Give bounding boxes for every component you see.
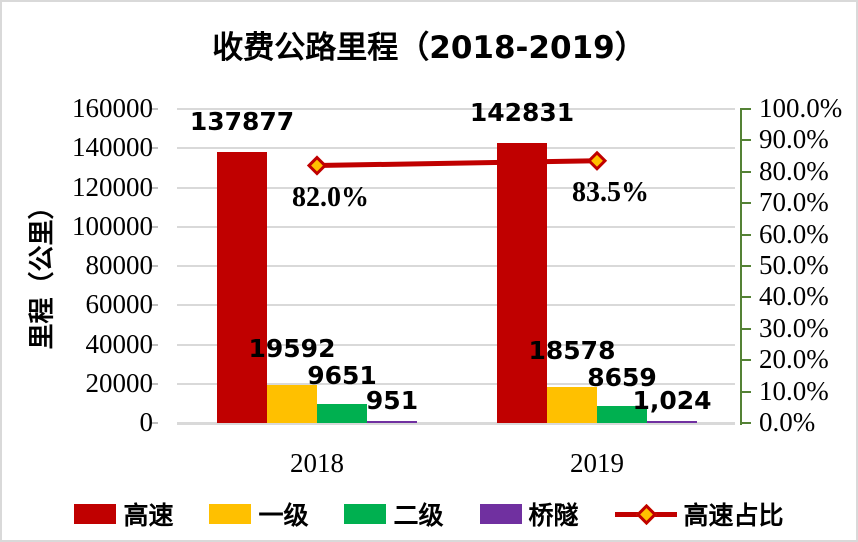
line-segment	[316, 158, 598, 169]
right-axis-tick	[740, 170, 751, 173]
gridline	[177, 304, 735, 307]
right-axis-tick	[740, 108, 751, 110]
legend-label: 高速	[123, 501, 174, 530]
bar-高速-2019	[497, 142, 547, 423]
bar-桥隧-2018	[367, 421, 417, 423]
gridline	[177, 147, 735, 150]
left-axis-tick	[151, 304, 158, 307]
left-axis-tick-label: 40000	[85, 328, 154, 359]
bar-label-一级-2019: 18578	[528, 335, 616, 365]
right-axis-tick-label: 40.0%	[759, 281, 829, 312]
left-axis-tick-label: 140000	[72, 132, 153, 163]
left-axis-tick	[151, 147, 158, 150]
left-axis-tick	[151, 343, 158, 346]
left-axis-tick-label: 20000	[85, 367, 154, 398]
chart-title: 收费公路里程（2018-2019）	[212, 30, 646, 66]
line-label-2019: 83.5%	[572, 176, 649, 208]
right-axis-tick	[740, 265, 751, 267]
line-marker-2018	[306, 155, 328, 176]
legend-swatch-二级	[344, 504, 387, 524]
legend-swatch-高速	[74, 504, 117, 524]
bar-label-桥隧-2019: 1,024	[632, 385, 712, 415]
gridline	[177, 343, 735, 346]
legend-line-marker-icon	[614, 503, 677, 526]
legend-item-高速: 高速	[74, 496, 173, 532]
legend-label: 一级	[258, 501, 309, 530]
gridline	[177, 225, 735, 228]
left-axis-tick-label: 120000	[72, 171, 153, 202]
right-axis-tick	[740, 390, 751, 393]
right-axis-tick	[740, 296, 751, 299]
bar-label-二级-2019: 8659	[587, 363, 657, 392]
right-axis-tick-label: 80.0%	[759, 155, 829, 186]
left-axis-tick	[151, 265, 158, 267]
legend: 高速 一级 二级 桥隧 高速占比	[2, 496, 856, 532]
bar-桥隧-2019	[647, 420, 697, 423]
right-axis-tick-label: 70.0%	[759, 187, 829, 218]
bar-label-高速-2018: 137877	[189, 107, 295, 137]
bar-一级-2019	[547, 386, 597, 423]
left-axis-tick	[151, 225, 158, 228]
gridline	[177, 186, 735, 189]
legend-label: 高速占比	[683, 501, 784, 530]
left-axis-tick-label: 100000	[72, 210, 153, 241]
legend-diamond-icon	[635, 503, 657, 526]
right-axis-line	[740, 109, 742, 425]
right-axis-tick-label: 60.0%	[759, 218, 829, 249]
gridline	[177, 382, 735, 385]
left-axis-tick-label: 160000	[72, 93, 153, 123]
right-axis-tick	[740, 422, 751, 424]
left-axis-tick-label: 80000	[85, 250, 154, 280]
category-label-2018: 2018	[290, 448, 344, 478]
bar-高速-2018	[217, 152, 267, 423]
right-axis-tick-label: 10.0%	[759, 375, 829, 406]
left-axis-tick	[151, 108, 158, 110]
right-axis-tick-label: 30.0%	[759, 312, 829, 343]
bar-label-高速-2019: 142831	[469, 97, 575, 127]
right-axis-tick	[740, 327, 751, 330]
left-axis-tick-label: 60000	[85, 289, 154, 320]
legend-label: 二级	[393, 501, 444, 530]
right-axis-tick-label: 0.0%	[759, 407, 816, 437]
line-marker-2019	[586, 150, 608, 171]
legend-item-一级: 一级	[209, 496, 308, 532]
legend-item-二级: 二级	[344, 496, 444, 532]
category-label-2019: 2019	[570, 448, 624, 478]
right-axis-tick-label: 50.0%	[759, 250, 829, 280]
gridline	[177, 108, 735, 110]
right-axis-tick-label: 100.0%	[759, 93, 843, 123]
x-axis-line	[177, 422, 735, 425]
bar-label-一级-2018: 19592	[248, 333, 336, 363]
right-axis-tick	[740, 139, 751, 142]
legend-item-桥隧: 桥隧	[479, 496, 579, 532]
bar-label-二级-2018: 9651	[307, 361, 377, 391]
left-axis-tick	[151, 186, 158, 189]
legend-item-高速占比: 高速占比	[614, 496, 784, 532]
legend-swatch-一级	[209, 504, 252, 524]
legend-label: 桥隧	[528, 501, 579, 530]
right-axis-tick	[740, 233, 751, 236]
bar-一级-2018	[267, 384, 317, 423]
left-axis-tick	[151, 422, 158, 424]
bar-二级-2019	[597, 406, 647, 423]
left-axis-tick-label: 0	[139, 407, 154, 437]
bar-label-桥隧-2018: 951	[365, 386, 419, 416]
right-axis-tick-label: 20.0%	[759, 344, 829, 375]
bar-二级-2018	[317, 404, 367, 423]
gridline	[177, 265, 735, 267]
left-axis-tick	[151, 382, 158, 385]
right-axis-tick	[740, 202, 751, 205]
legend-swatch-桥隧	[479, 504, 522, 524]
right-axis-tick-label: 90.0%	[759, 124, 829, 155]
right-axis-tick	[740, 359, 751, 362]
line-label-2018: 82.0%	[292, 181, 369, 213]
